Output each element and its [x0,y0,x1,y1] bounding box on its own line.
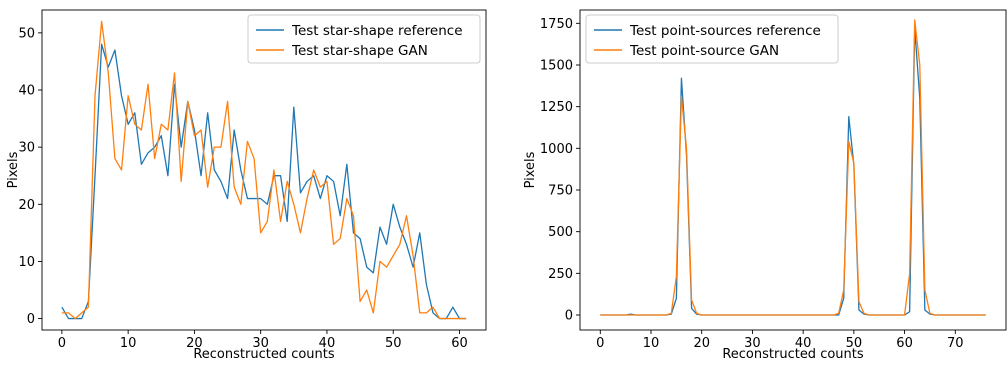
x-tick-label: 30 [252,336,269,351]
y-tick-label: 20 [18,198,35,213]
y-tick-label: 50 [18,26,35,41]
chart-panel-1: 0 10 20 30 40 50 60 0 10 20 30 40 50 Reconstructed co… [6,9,487,362]
legend-box [247,14,481,64]
chart-panel-2: 0 10 20 30 40 50 60 70 0 250 500 750 1000 1250 1500 175… [523,9,1007,362]
series-line-2 [61,20,467,320]
y-tick-label: 10 [18,255,35,270]
x-tick-label: 0 [596,336,604,351]
legend-label: Test star-shape reference [291,23,463,39]
x-tick-label: 70 [947,336,964,351]
series-line-1 [61,43,467,320]
legend: Test point-sources reference Test point-s… [585,14,839,64]
plot-frame [579,9,1007,331]
legend-label: Test star-shape GAN [291,43,428,59]
x-tick-label: 30 [744,336,761,351]
x-tick-label: 10 [643,336,660,351]
x-tick-label: 0 [58,336,66,351]
y-tick-label: 500 [548,225,573,240]
x-tick-label: 10 [120,336,137,351]
y-tick-label: 0 [27,312,35,327]
x-tick-label: 60 [896,336,913,351]
x-tick-label: 40 [319,336,336,351]
y-tick-label: 250 [548,267,573,282]
series-line-2 [600,19,986,316]
y-tick-label: 750 [548,184,573,199]
plot-frame [41,9,487,331]
x-tick-label: 60 [451,336,468,351]
y-tick-label: 1000 [540,142,573,157]
legend: Test star-shape reference Test star-shape… [247,14,481,64]
y-tick-label: 1250 [540,100,573,115]
y-tick-label: 1500 [540,59,573,74]
x-tick-label: 50 [846,336,863,351]
legend-label: Test point-sources reference [629,23,821,39]
x-axis-label: Reconstructed counts [193,347,335,362]
y-axis-label: Pixels [523,151,538,188]
x-tick-label: 20 [186,336,203,351]
x-tick-label: 20 [693,336,710,351]
x-tick-label: 40 [795,336,812,351]
y-tick-label: 40 [18,84,35,99]
x-axis-label: Reconstructed counts [722,347,864,362]
legend-box [585,14,839,64]
series-line-1 [600,27,986,316]
legend-label: Test point-source GAN [629,43,779,59]
x-tick-label: 50 [385,336,402,351]
y-tick-label: 30 [18,141,35,156]
y-tick-label: 0 [565,309,573,324]
y-axis-label: Pixels [6,151,21,188]
y-tick-label: 1750 [540,17,573,32]
